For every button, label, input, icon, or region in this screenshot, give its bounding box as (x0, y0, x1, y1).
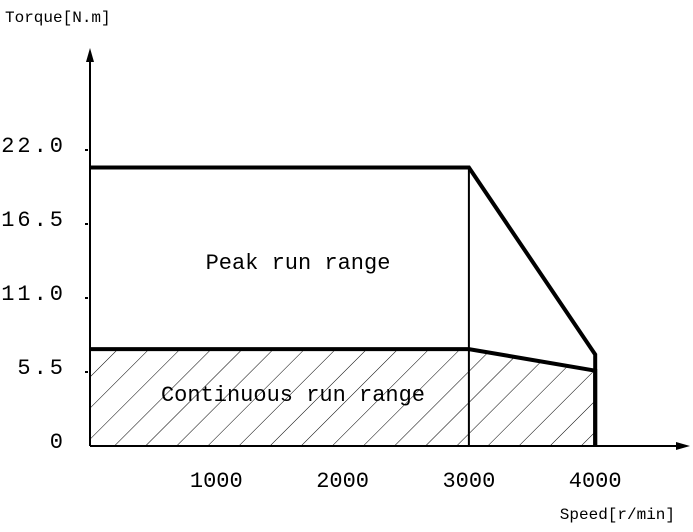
y-axis-title: Torque[N.m] (5, 9, 111, 27)
y-tick-label: 11.0 (1, 282, 66, 307)
region-label: Peak run range (206, 251, 391, 276)
y-tick-label: 0 (50, 430, 66, 455)
y-tick-label: 16.5 (1, 208, 66, 233)
y-axis-arrow (86, 48, 94, 62)
y-tick-label: 22.0 (1, 134, 66, 159)
x-tick-label: 2000 (316, 469, 369, 494)
x-axis-arrow (676, 442, 690, 450)
x-axis-title: Speed[r/min] (560, 506, 675, 524)
range-line (90, 347, 598, 446)
x-tick-label: 4000 (569, 469, 622, 494)
x-tick-label: 1000 (190, 469, 243, 494)
y-tick-label: 5.5 (17, 356, 66, 381)
region-label: Continuous run range (161, 383, 425, 408)
x-tick-label: 3000 (442, 469, 495, 494)
